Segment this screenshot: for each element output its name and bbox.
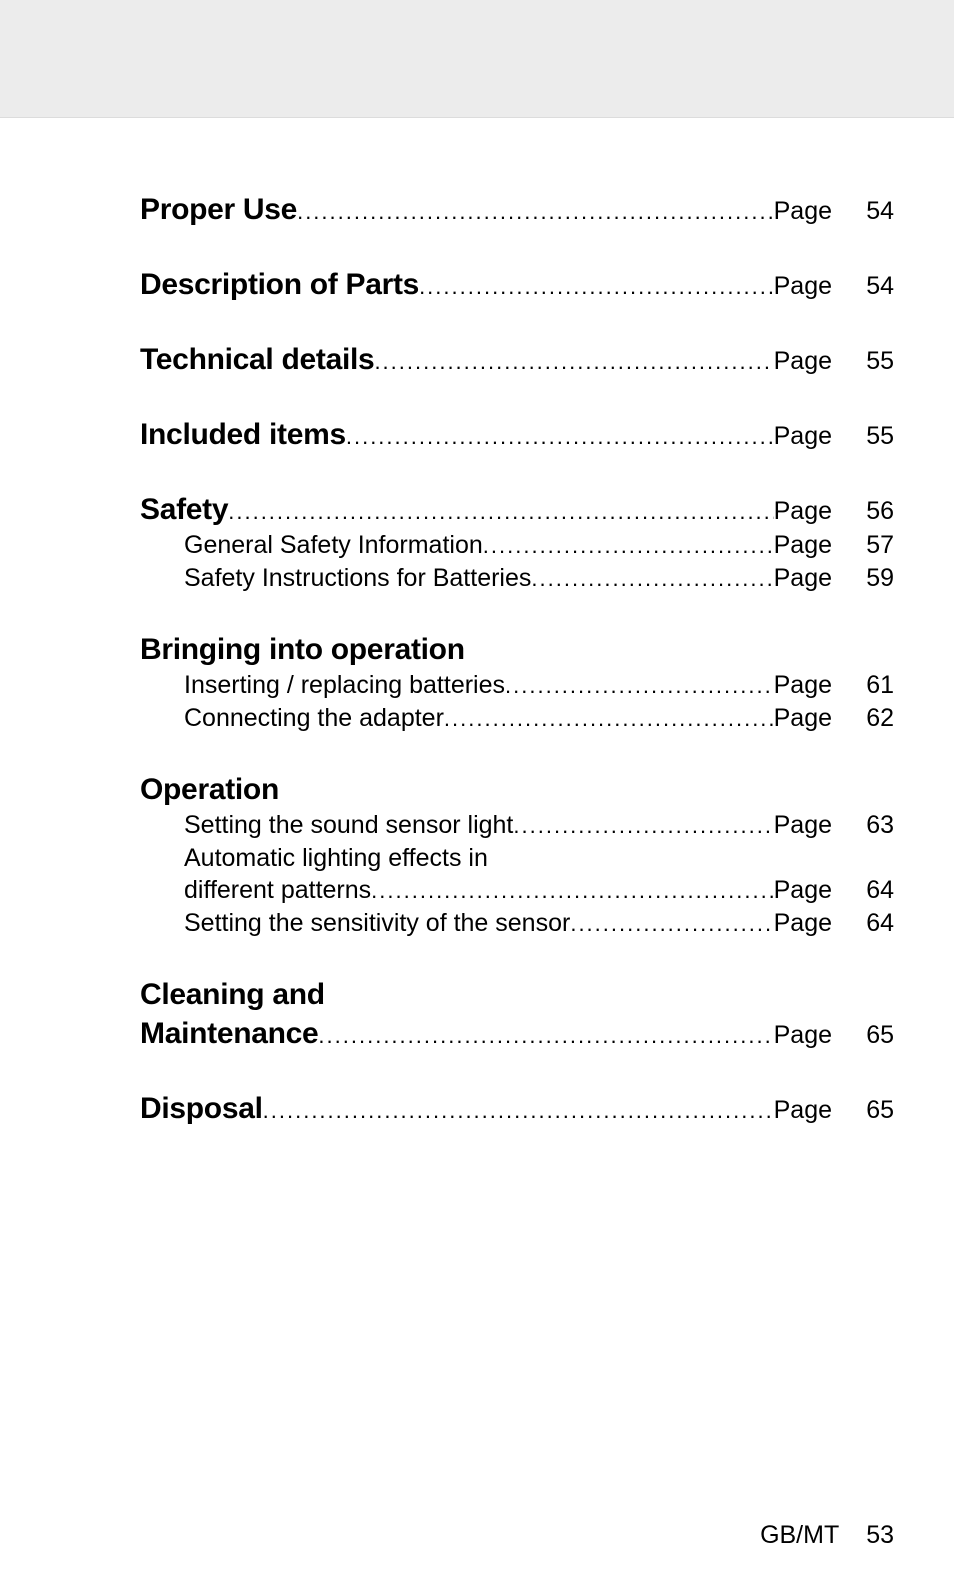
toc-heading-row: Included items..........................…: [140, 415, 894, 454]
toc-leader-dots: ........................................…: [570, 910, 773, 939]
toc-page-number: 64: [832, 874, 894, 907]
toc-section: Proper Use..............................…: [140, 190, 894, 229]
toc-sub-title: Automatic lighting effects in: [184, 842, 488, 875]
toc-heading: Bringing into operation: [140, 630, 465, 669]
toc-heading: Description of Parts: [140, 265, 419, 304]
toc-page-number: 64: [832, 907, 894, 940]
page-footer: GB/MT 53: [760, 1521, 894, 1550]
toc-heading: Operation: [140, 770, 279, 809]
toc-page-number: 55: [832, 345, 894, 378]
toc-section: Cleaning andMaintenance.................…: [140, 975, 894, 1053]
toc-page-label: Page: [774, 809, 832, 842]
toc-section: Safety..................................…: [140, 490, 894, 594]
toc-heading: Disposal: [140, 1089, 263, 1128]
toc-heading-row: Technical details.......................…: [140, 340, 894, 379]
toc-leader-dots: ........................................…: [483, 532, 774, 561]
toc-leader-dots: ........................................…: [297, 198, 774, 227]
toc-leader-dots: ........................................…: [228, 498, 773, 527]
toc-sub-row: General Safety Information..............…: [140, 529, 894, 562]
toc-page-number: 63: [832, 809, 894, 842]
toc-leader-dots: ........................................…: [505, 672, 774, 701]
toc-page-label: Page: [774, 495, 832, 528]
toc-sub-title: Safety Instructions for Batteries: [184, 562, 531, 595]
toc-section: Description of Parts....................…: [140, 265, 894, 304]
toc-sub-title: different patterns: [184, 874, 371, 907]
toc-heading-row: Cleaning and: [140, 975, 894, 1014]
toc-leader-dots: ........................................…: [371, 877, 773, 906]
toc-heading: Maintenance: [140, 1014, 318, 1053]
toc-section: Technical details.......................…: [140, 340, 894, 379]
toc-page-label: Page: [774, 1019, 832, 1052]
footer-page-number: 53: [866, 1521, 894, 1549]
toc-page-number: 54: [832, 270, 894, 303]
toc-page-label: Page: [774, 1094, 832, 1127]
toc-section: Bringing into operationInserting / repla…: [140, 630, 894, 734]
toc-page-label: Page: [774, 529, 832, 562]
toc-sub-row: Setting the sensitivity of the sensor...…: [140, 907, 894, 940]
toc-leader-dots: ........................................…: [263, 1097, 774, 1126]
toc-section: Included items..........................…: [140, 415, 894, 454]
toc-page-label: Page: [774, 270, 832, 303]
toc-section: Disposal................................…: [140, 1089, 894, 1128]
toc-leader-dots: ........................................…: [531, 565, 773, 594]
toc-heading: Cleaning and: [140, 975, 325, 1014]
toc-sub-row: Inserting / replacing batteries.........…: [140, 669, 894, 702]
toc-heading-row: Bringing into operation: [140, 630, 894, 669]
toc-page-number: 54: [832, 195, 894, 228]
toc-page-number: 62: [832, 702, 894, 735]
toc-page-label: Page: [774, 562, 832, 595]
toc-sub-title: Setting the sound sensor light: [184, 809, 513, 842]
toc-heading: Technical details: [140, 340, 374, 379]
toc-heading-row: Maintenance.............................…: [140, 1014, 894, 1053]
toc-page-label: Page: [774, 669, 832, 702]
top-band: [0, 0, 954, 118]
toc-leader-dots: ........................................…: [419, 273, 774, 302]
toc-leader-dots: ........................................…: [346, 423, 774, 452]
toc-page-number: 56: [832, 495, 894, 528]
toc-sub-title: General Safety Information: [184, 529, 483, 562]
document-page: Proper Use..............................…: [0, 118, 954, 1590]
toc-page-label: Page: [774, 195, 832, 228]
toc-heading-row: Disposal................................…: [140, 1089, 894, 1128]
toc-heading-row: Proper Use..............................…: [140, 190, 894, 229]
toc-page-label: Page: [774, 345, 832, 378]
toc-leader-dots: ........................................…: [374, 348, 773, 377]
toc-heading: Proper Use: [140, 190, 297, 229]
toc-heading-row: Safety..................................…: [140, 490, 894, 529]
toc-page-number: 55: [832, 420, 894, 453]
toc-sub-row: Connecting the adapter..................…: [140, 702, 894, 735]
toc-page-number: 65: [832, 1094, 894, 1127]
toc-sub-row: Automatic lighting effects in: [140, 842, 894, 875]
toc-leader-dots: ........................................…: [444, 705, 774, 734]
toc-heading: Safety: [140, 490, 228, 529]
toc-page-label: Page: [774, 874, 832, 907]
toc-page-number: 65: [832, 1019, 894, 1052]
table-of-contents: Proper Use..............................…: [140, 190, 894, 1128]
footer-region: GB/MT: [760, 1521, 839, 1549]
toc-sub-row: different patterns......................…: [140, 874, 894, 907]
toc-sub-title: Inserting / replacing batteries: [184, 669, 505, 702]
toc-leader-dots: ........................................…: [513, 812, 773, 841]
toc-leader-dots: ........................................…: [318, 1022, 773, 1051]
toc-sub-title: Setting the sensitivity of the sensor: [184, 907, 570, 940]
toc-sub-row: Safety Instructions for Batteries.......…: [140, 562, 894, 595]
toc-page-number: 59: [832, 562, 894, 595]
toc-heading-row: Description of Parts....................…: [140, 265, 894, 304]
toc-page-number: 57: [832, 529, 894, 562]
toc-section: OperationSetting the sound sensor light.…: [140, 770, 894, 939]
toc-page-label: Page: [774, 420, 832, 453]
toc-sub-title: Connecting the adapter: [184, 702, 444, 735]
toc-page-label: Page: [774, 702, 832, 735]
toc-page-label: Page: [774, 907, 832, 940]
toc-sub-row: Setting the sound sensor light..........…: [140, 809, 894, 842]
toc-heading: Included items: [140, 415, 346, 454]
toc-heading-row: Operation: [140, 770, 894, 809]
toc-page-number: 61: [832, 669, 894, 702]
